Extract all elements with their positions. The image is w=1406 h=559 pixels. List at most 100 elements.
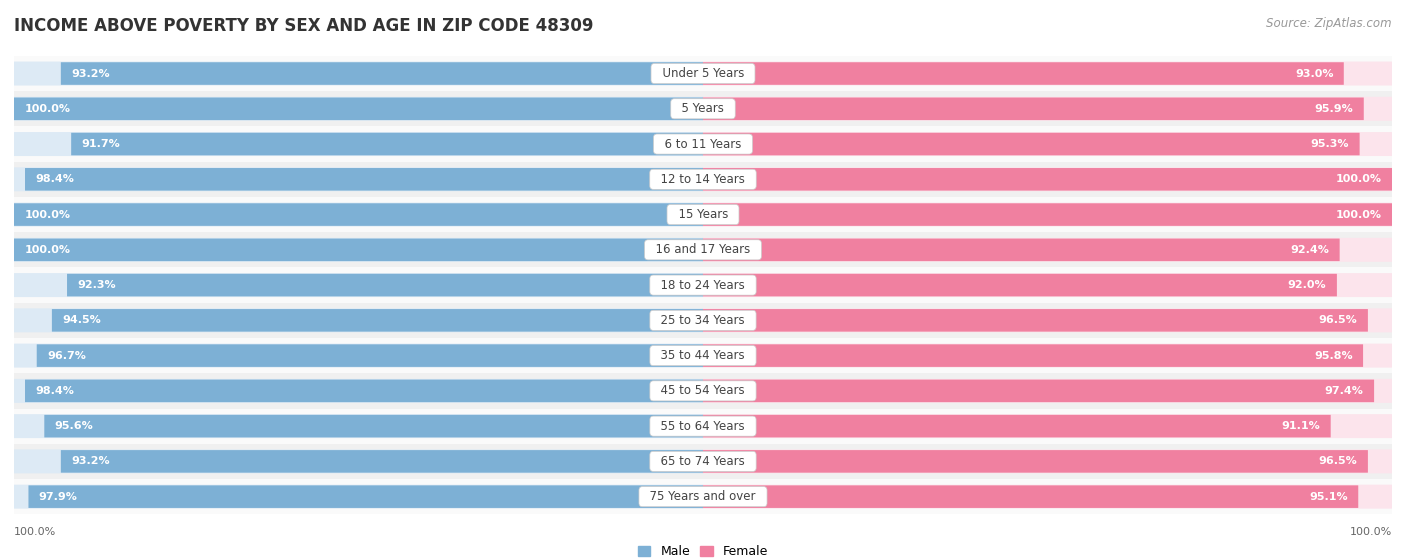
FancyBboxPatch shape xyxy=(703,132,1392,156)
FancyBboxPatch shape xyxy=(703,203,1392,226)
Text: 5 Years: 5 Years xyxy=(675,102,731,115)
Text: 92.0%: 92.0% xyxy=(1288,280,1326,290)
Text: 96.5%: 96.5% xyxy=(1319,315,1358,325)
Text: 100.0%: 100.0% xyxy=(24,210,70,220)
FancyBboxPatch shape xyxy=(60,450,703,473)
Text: 100.0%: 100.0% xyxy=(24,245,70,255)
Text: 100.0%: 100.0% xyxy=(1336,174,1382,184)
Text: 55 to 64 Years: 55 to 64 Years xyxy=(654,420,752,433)
FancyBboxPatch shape xyxy=(14,449,703,473)
FancyBboxPatch shape xyxy=(14,379,703,403)
FancyBboxPatch shape xyxy=(703,309,1368,331)
FancyBboxPatch shape xyxy=(703,415,1330,437)
Text: Under 5 Years: Under 5 Years xyxy=(655,67,751,80)
FancyBboxPatch shape xyxy=(14,239,703,261)
FancyBboxPatch shape xyxy=(703,168,1392,191)
Text: 96.5%: 96.5% xyxy=(1319,456,1358,466)
Text: 97.9%: 97.9% xyxy=(39,492,77,501)
Text: 100.0%: 100.0% xyxy=(1350,527,1392,537)
FancyBboxPatch shape xyxy=(14,132,703,156)
Text: 100.0%: 100.0% xyxy=(24,104,70,114)
FancyBboxPatch shape xyxy=(703,133,1360,155)
Text: 95.3%: 95.3% xyxy=(1310,139,1350,149)
FancyBboxPatch shape xyxy=(14,97,703,121)
Bar xyxy=(14,197,1392,232)
Bar xyxy=(14,267,1392,303)
FancyBboxPatch shape xyxy=(703,167,1392,191)
FancyBboxPatch shape xyxy=(14,485,703,509)
Text: 98.4%: 98.4% xyxy=(35,174,75,184)
FancyBboxPatch shape xyxy=(703,344,1362,367)
FancyBboxPatch shape xyxy=(14,344,703,368)
FancyBboxPatch shape xyxy=(703,379,1392,403)
Text: 100.0%: 100.0% xyxy=(1336,210,1382,220)
FancyBboxPatch shape xyxy=(703,380,1374,402)
FancyBboxPatch shape xyxy=(67,274,703,296)
Text: 6 to 11 Years: 6 to 11 Years xyxy=(657,138,749,150)
FancyBboxPatch shape xyxy=(703,450,1368,473)
Text: 93.0%: 93.0% xyxy=(1295,69,1333,78)
FancyBboxPatch shape xyxy=(703,97,1392,121)
FancyBboxPatch shape xyxy=(703,449,1392,473)
Text: 91.7%: 91.7% xyxy=(82,139,121,149)
Text: 93.2%: 93.2% xyxy=(72,69,110,78)
FancyBboxPatch shape xyxy=(14,97,703,120)
Text: 45 to 54 Years: 45 to 54 Years xyxy=(654,385,752,397)
Bar xyxy=(14,126,1392,162)
FancyBboxPatch shape xyxy=(60,62,703,85)
FancyBboxPatch shape xyxy=(25,380,703,402)
Text: 35 to 44 Years: 35 to 44 Years xyxy=(654,349,752,362)
FancyBboxPatch shape xyxy=(14,309,703,333)
Text: 15 Years: 15 Years xyxy=(671,208,735,221)
Text: 65 to 74 Years: 65 to 74 Years xyxy=(654,455,752,468)
FancyBboxPatch shape xyxy=(14,203,703,226)
Text: INCOME ABOVE POVERTY BY SEX AND AGE IN ZIP CODE 48309: INCOME ABOVE POVERTY BY SEX AND AGE IN Z… xyxy=(14,17,593,35)
FancyBboxPatch shape xyxy=(28,485,703,508)
Text: 25 to 34 Years: 25 to 34 Years xyxy=(654,314,752,327)
FancyBboxPatch shape xyxy=(703,274,1337,296)
FancyBboxPatch shape xyxy=(703,62,1344,85)
FancyBboxPatch shape xyxy=(703,61,1392,86)
FancyBboxPatch shape xyxy=(703,273,1392,297)
FancyBboxPatch shape xyxy=(14,61,703,86)
FancyBboxPatch shape xyxy=(14,202,703,226)
FancyBboxPatch shape xyxy=(703,309,1392,333)
Text: 94.5%: 94.5% xyxy=(62,315,101,325)
Text: 96.7%: 96.7% xyxy=(48,350,86,361)
Bar xyxy=(14,56,1392,91)
FancyBboxPatch shape xyxy=(14,273,703,297)
Text: 18 to 24 Years: 18 to 24 Years xyxy=(654,278,752,292)
Bar xyxy=(14,373,1392,409)
Text: 92.3%: 92.3% xyxy=(77,280,117,290)
FancyBboxPatch shape xyxy=(703,202,1392,226)
FancyBboxPatch shape xyxy=(14,238,703,262)
Text: 100.0%: 100.0% xyxy=(14,527,56,537)
Text: 91.1%: 91.1% xyxy=(1281,421,1320,431)
Bar xyxy=(14,303,1392,338)
Text: Source: ZipAtlas.com: Source: ZipAtlas.com xyxy=(1267,17,1392,30)
Text: 97.4%: 97.4% xyxy=(1324,386,1364,396)
Bar xyxy=(14,409,1392,444)
Bar xyxy=(14,338,1392,373)
FancyBboxPatch shape xyxy=(14,167,703,191)
FancyBboxPatch shape xyxy=(703,239,1340,261)
FancyBboxPatch shape xyxy=(703,238,1392,262)
FancyBboxPatch shape xyxy=(703,485,1358,508)
Bar xyxy=(14,444,1392,479)
Bar xyxy=(14,162,1392,197)
Bar xyxy=(14,91,1392,126)
FancyBboxPatch shape xyxy=(72,133,703,155)
FancyBboxPatch shape xyxy=(703,485,1392,509)
FancyBboxPatch shape xyxy=(703,344,1392,368)
Text: 16 and 17 Years: 16 and 17 Years xyxy=(648,243,758,257)
Text: 98.4%: 98.4% xyxy=(35,386,75,396)
FancyBboxPatch shape xyxy=(703,97,1364,120)
FancyBboxPatch shape xyxy=(703,414,1392,438)
Text: 75 Years and over: 75 Years and over xyxy=(643,490,763,503)
Text: 12 to 14 Years: 12 to 14 Years xyxy=(654,173,752,186)
Text: 95.1%: 95.1% xyxy=(1309,492,1348,501)
FancyBboxPatch shape xyxy=(14,414,703,438)
Text: 92.4%: 92.4% xyxy=(1291,245,1329,255)
Text: 95.8%: 95.8% xyxy=(1315,350,1353,361)
FancyBboxPatch shape xyxy=(25,168,703,191)
